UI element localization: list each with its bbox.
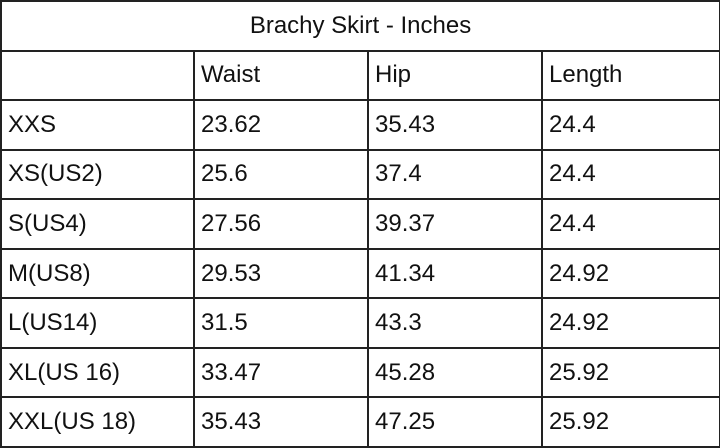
size-cell: S(US4)	[0, 198, 195, 250]
size-cell: XS(US2)	[0, 148, 195, 201]
table-row: XXS 23.62 35.43 24.4	[0, 99, 720, 151]
title-row: Brachy Skirt - Inches	[0, 0, 720, 52]
value-cell: 24.92	[540, 297, 720, 349]
table-row: M(US8) 29.53 41.34 24.92	[0, 247, 720, 300]
size-cell: XL(US 16)	[0, 346, 195, 399]
header-row: Waist Hip Length	[0, 49, 720, 102]
header-cell-length: Length	[540, 49, 720, 102]
value-cell: 27.56	[193, 198, 369, 250]
value-cell: 35.43	[193, 396, 369, 448]
header-cell	[0, 49, 195, 102]
value-cell: 33.47	[193, 346, 369, 399]
value-cell: 25.92	[540, 346, 720, 399]
size-cell: L(US14)	[0, 297, 195, 349]
header-cell-hip: Hip	[367, 49, 543, 102]
size-cell: XXS	[0, 99, 195, 151]
value-cell: 25.6	[193, 148, 369, 201]
value-cell: 23.62	[193, 99, 369, 151]
table-row: L(US14) 31.5 43.3 24.92	[0, 297, 720, 349]
value-cell: 43.3	[367, 297, 543, 349]
value-cell: 29.53	[193, 247, 369, 300]
value-cell: 45.28	[367, 346, 543, 399]
table-row: XL(US 16) 33.47 45.28 25.92	[0, 346, 720, 399]
value-cell: 41.34	[367, 247, 543, 300]
size-cell: XXL(US 18)	[0, 396, 195, 448]
value-cell: 47.25	[367, 396, 543, 448]
value-cell: 24.92	[540, 247, 720, 300]
header-cell-waist: Waist	[193, 49, 369, 102]
size-cell: M(US8)	[0, 247, 195, 300]
value-cell: 25.92	[540, 396, 720, 448]
table-row: S(US4) 27.56 39.37 24.4	[0, 198, 720, 250]
value-cell: 24.4	[540, 99, 720, 151]
value-cell: 35.43	[367, 99, 543, 151]
table-row: XXL(US 18) 35.43 47.25 25.92	[0, 396, 720, 448]
value-cell: 39.37	[367, 198, 543, 250]
table-title: Brachy Skirt - Inches	[0, 0, 720, 52]
value-cell: 37.4	[367, 148, 543, 201]
value-cell: 24.4	[540, 198, 720, 250]
value-cell: 24.4	[540, 148, 720, 201]
table-row: XS(US2) 25.6 37.4 24.4	[0, 148, 720, 201]
value-cell: 31.5	[193, 297, 369, 349]
